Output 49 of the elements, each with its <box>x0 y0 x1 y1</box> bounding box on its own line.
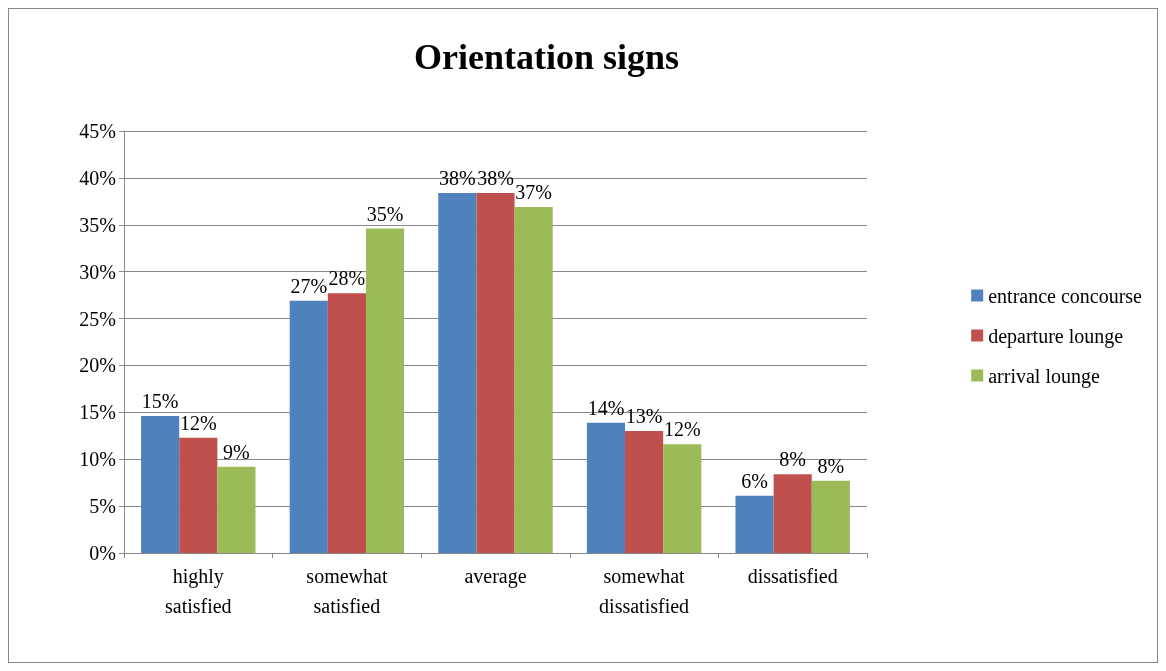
bar <box>735 495 774 553</box>
bar <box>289 300 328 553</box>
data-label: 13% <box>625 405 663 428</box>
data-label: 37% <box>515 180 552 203</box>
legend-label: entrance concourse <box>988 284 1143 307</box>
bar <box>773 474 812 553</box>
chart-title: Orientation signs <box>414 37 680 77</box>
y-tick-label: 15% <box>79 401 116 424</box>
data-label: 12% <box>179 411 217 434</box>
bar <box>663 444 702 553</box>
data-label: 14% <box>587 396 625 419</box>
y-tick-label: 35% <box>79 213 116 236</box>
bar <box>217 466 256 553</box>
x-tick-label: highly satisfied <box>164 565 232 617</box>
y-tick-label: 30% <box>79 260 116 283</box>
bar <box>179 437 218 553</box>
x-tick-label: somewhat dissatisfied <box>599 565 690 617</box>
y-tick-label: 20% <box>79 354 116 377</box>
x-tick-label: dissatisfied <box>747 565 838 587</box>
data-label: 8% <box>817 454 845 477</box>
x-tick-label: average <box>464 565 527 588</box>
y-tick-label: 10% <box>79 448 116 471</box>
y-tick-label: 0% <box>89 542 116 564</box>
y-tick-label: 5% <box>89 495 116 518</box>
bar <box>586 422 626 553</box>
data-label: 38% <box>477 166 514 189</box>
bar <box>365 228 405 553</box>
data-label: 27% <box>290 274 328 297</box>
legend-label: arrival lounge <box>988 364 1100 388</box>
legend-label: departure lounge <box>988 324 1124 348</box>
data-label: 12% <box>663 418 701 441</box>
data-label: 6% <box>741 469 768 492</box>
bar <box>476 192 515 553</box>
bar <box>327 293 366 553</box>
y-tick-label: 45% <box>79 120 116 142</box>
bar <box>438 192 477 553</box>
bar <box>514 206 553 553</box>
data-label: 9% <box>223 440 250 463</box>
y-tick-label: 25% <box>79 307 116 330</box>
data-label: 15% <box>141 390 179 413</box>
y-tick-label: 40% <box>79 166 116 189</box>
data-label: 38% <box>439 166 476 189</box>
bar <box>811 480 850 553</box>
data-label: 35% <box>366 202 404 225</box>
bar <box>141 416 180 553</box>
data-label: 28% <box>328 267 366 290</box>
bar <box>625 431 664 553</box>
x-tick-label: somewhat satisfied <box>306 565 388 617</box>
data-label: 8% <box>779 448 807 471</box>
